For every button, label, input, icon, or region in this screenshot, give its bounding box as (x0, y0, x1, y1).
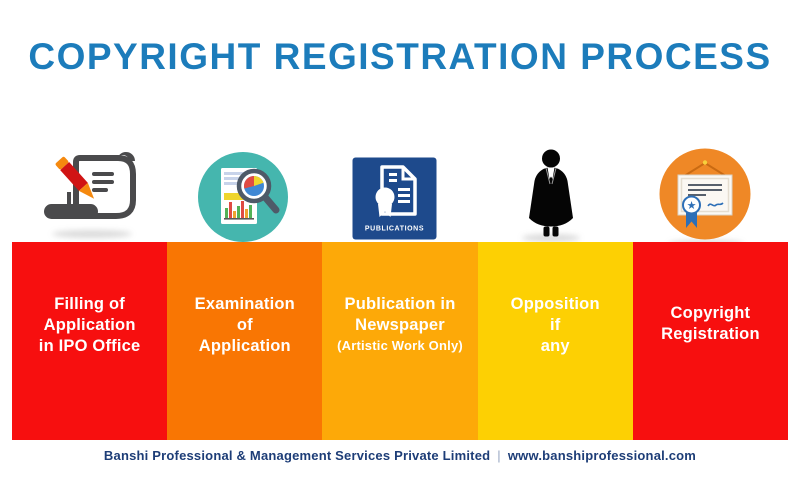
footer-bar: Banshi Professional & Management Service… (0, 448, 800, 463)
step-label-line: Application (198, 337, 291, 355)
publications-icon-label: PUBLICATIONS (365, 226, 424, 233)
icon-shadow (52, 230, 132, 238)
magnifier-report-icon (198, 152, 288, 242)
pen-scroll-icon (44, 152, 136, 219)
step-label-line: Copyright (670, 304, 751, 322)
step-label-line: Registration (661, 325, 760, 343)
page-title: COPYRIGHT REGISTRATION PROCESS (28, 36, 772, 77)
star-icon: ★ (687, 199, 697, 212)
publications-badge-icon: PUBLICATIONS (352, 157, 437, 240)
step-label-line: Application (43, 316, 136, 334)
certificate-icon: ★ (659, 148, 751, 240)
step-column-registration: Copyright Registration (632, 242, 789, 440)
step-label-line: Examination (194, 295, 295, 313)
icon-row: PUBLICATIONS ★ (44, 148, 751, 248)
step-column-filing-application: Filling of Application in IPO Office (12, 242, 168, 440)
step-label-line: Filling of (54, 295, 125, 313)
step-label-line: in IPO Office (38, 337, 141, 355)
step-column-publication: Publication in Newspaper (Artistic Work … (322, 242, 478, 440)
step-label-line: if (549, 316, 561, 334)
step-label-line: (Artistic Work Only) (337, 338, 463, 353)
icon-shadow (522, 234, 580, 242)
step-label-line: Publication in (344, 295, 456, 313)
advocate-silhouette-icon (529, 149, 573, 237)
step-column-opposition: Opposition if any (477, 242, 633, 440)
website-link[interactable]: www.banshiprofessional.com (507, 448, 697, 463)
step-column-examination: Examination of Application (167, 242, 323, 440)
step-label-line: Opposition (510, 295, 600, 313)
step-label-line: any (540, 337, 570, 355)
step-label-line: of (236, 316, 253, 334)
company-name: Banshi Professional & Management Service… (103, 448, 491, 463)
step-label-line: Newspaper (355, 316, 445, 334)
process-columns: Filling of Application in IPO Office Exa… (12, 242, 789, 440)
footer-separator: | (497, 448, 501, 463)
